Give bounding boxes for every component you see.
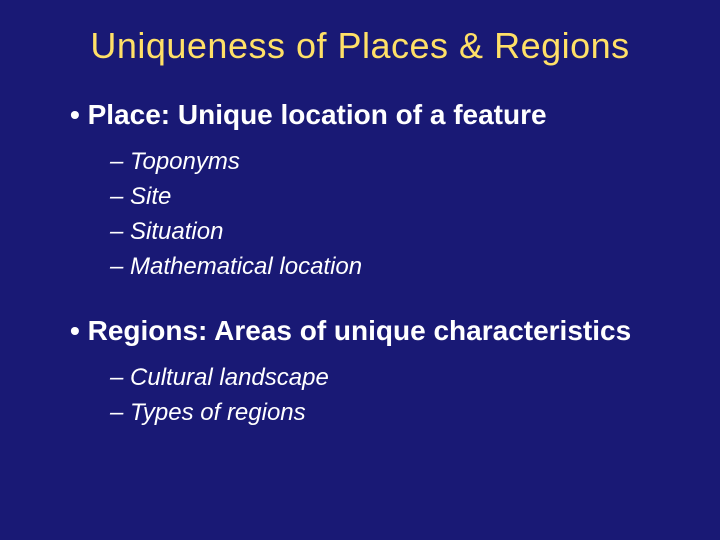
slide-container: Uniqueness of Places & Regions Place: Un… [0, 0, 720, 540]
bullet-sub: Types of regions [110, 396, 670, 431]
slide-title: Uniqueness of Places & Regions [50, 25, 670, 67]
bullet-sub: Cultural landscape [110, 361, 670, 396]
sub-list-place: Toponyms Site Situation Mathematical loc… [50, 145, 670, 284]
bullet-sub: Site [110, 180, 670, 215]
bullet-main-regions: Regions: Areas of unique characteristics [50, 313, 670, 349]
bullet-sub: Toponyms [110, 145, 670, 180]
bullet-main-place: Place: Unique location of a feature [50, 97, 670, 133]
bullet-sub: Situation [110, 215, 670, 250]
bullet-sub: Mathematical location [110, 250, 670, 285]
sub-list-regions: Cultural landscape Types of regions [50, 361, 670, 431]
